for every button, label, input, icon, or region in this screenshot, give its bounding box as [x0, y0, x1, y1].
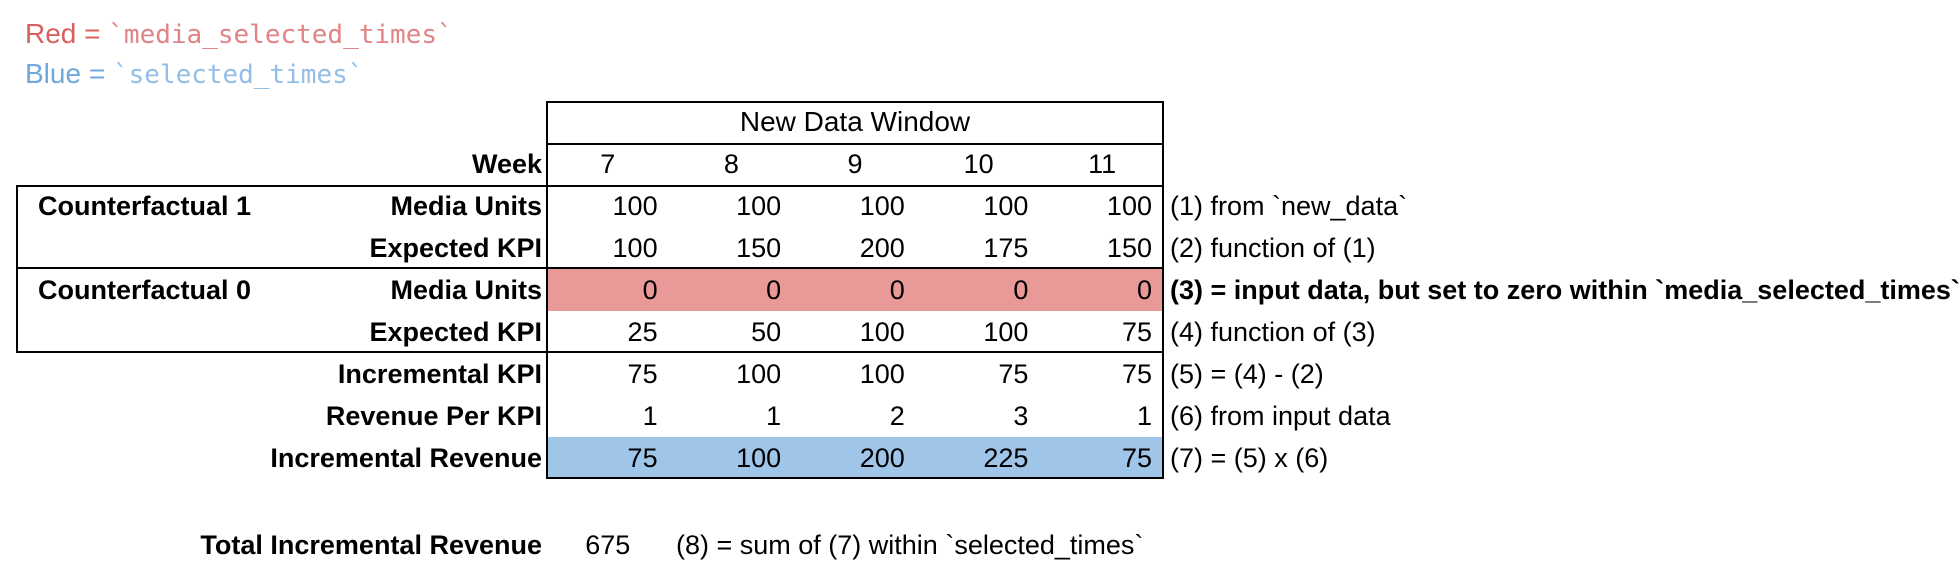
table-cell: 100: [612, 233, 658, 263]
table-cell: 0: [766, 275, 782, 305]
table-cell: 75: [998, 359, 1029, 389]
row-label-cf0-expected-kpi: Expected KPI: [369, 317, 542, 347]
table-cell: 100: [736, 443, 782, 473]
group-label-counterfactual-1: Counterfactual 1: [38, 191, 252, 221]
new-data-window-header: New Data Window: [739, 106, 971, 137]
legend-blue-line: Blue = `selected_times`: [25, 54, 363, 94]
row-label-incremental-kpi: Incremental KPI: [337, 359, 542, 389]
table-cell: 0: [1136, 275, 1152, 305]
table-cell: 75: [1121, 317, 1152, 347]
table-cell: 0: [642, 275, 658, 305]
table-cell: 75: [627, 443, 658, 473]
table-cell: 75: [1121, 443, 1152, 473]
table-cell: 25: [627, 317, 658, 347]
table-cell: 100: [983, 317, 1029, 347]
table-cell: 100: [736, 191, 782, 221]
table-cell: 100: [859, 359, 905, 389]
table-cell: 100: [736, 359, 782, 389]
table-cell: 150: [736, 233, 782, 263]
selected-times-highlight: [548, 437, 1162, 477]
legend-red-label: Red =: [25, 18, 109, 49]
week-value: 8: [723, 149, 739, 179]
row-label-incremental-revenue: Incremental Revenue: [270, 443, 542, 473]
table-cell: 225: [983, 443, 1029, 473]
total-incremental-revenue-value: 675: [585, 530, 631, 560]
table-cell: 100: [983, 191, 1029, 221]
legend-red-line: Red = `media_selected_times`: [25, 14, 453, 54]
table-cell: 200: [859, 443, 905, 473]
row-label-revenue-per-kpi: Revenue Per KPI: [325, 401, 542, 431]
table-cell: 100: [859, 317, 905, 347]
row-label-cf0-media-units: Media Units: [390, 275, 542, 305]
annotation-2: (2) function of (1): [1170, 233, 1376, 263]
table-cell: 75: [1121, 359, 1152, 389]
media-selected-times-highlight: [548, 269, 1162, 311]
new-data-window-box: [546, 101, 1164, 143]
legend-blue-label: Blue =: [25, 58, 113, 89]
annotation-4: (4) function of (3): [1170, 317, 1376, 347]
table-cell: 1: [1136, 401, 1152, 431]
annotation-8: (8) = sum of (7) within `selected_times`: [676, 530, 1144, 560]
table-cell: 150: [1106, 233, 1152, 263]
table-cell: 2: [889, 401, 905, 431]
group-label-counterfactual-0: Counterfactual 0: [38, 275, 252, 305]
week-value: 9: [847, 149, 863, 179]
table-cell: 1: [766, 401, 782, 431]
table-cell: 1: [642, 401, 658, 431]
table-cell: 75: [627, 359, 658, 389]
table-cell: 50: [751, 317, 782, 347]
table-cell: 100: [1106, 191, 1152, 221]
row-label-cf1-media-units: Media Units: [390, 191, 542, 221]
table-cell: 0: [1013, 275, 1029, 305]
row-label-cf1-expected-kpi: Expected KPI: [369, 233, 542, 263]
table-cell: 175: [983, 233, 1029, 263]
annotation-6: (6) from input data: [1170, 401, 1391, 431]
table-cell: 0: [889, 275, 905, 305]
table-cell: 200: [859, 233, 905, 263]
legend-blue-code: `selected_times`: [112, 60, 364, 90]
annotation-3: (3) = input data, but set to zero within…: [1170, 275, 1960, 305]
legend-red-code: `media_selected_times`: [108, 20, 453, 50]
week-value: 7: [600, 149, 616, 179]
week-value: 11: [1088, 149, 1117, 179]
week-row-label: Week: [471, 149, 542, 179]
annotation-5: (5) = (4) - (2): [1170, 359, 1324, 389]
table-cell: 100: [612, 191, 658, 221]
table-cell: 100: [859, 191, 905, 221]
annotation-1: (1) from `new_data`: [1170, 191, 1408, 221]
week-value: 10: [963, 149, 994, 179]
annotation-7: (7) = (5) x (6): [1170, 443, 1329, 473]
table-cell: 3: [1013, 401, 1029, 431]
total-incremental-revenue-label: Total Incremental Revenue: [200, 530, 542, 560]
